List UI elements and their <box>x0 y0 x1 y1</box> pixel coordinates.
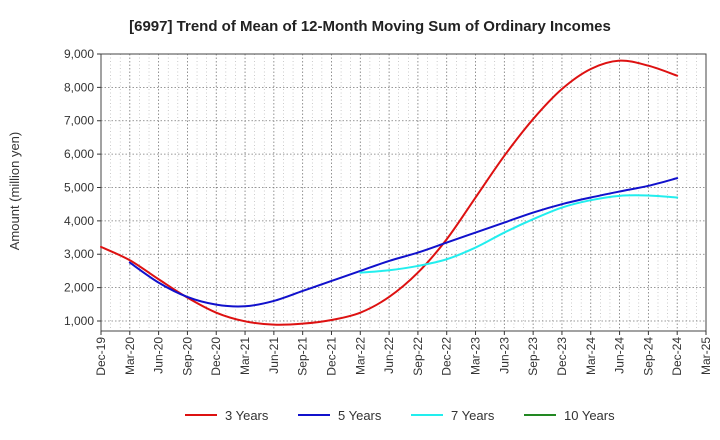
legend-label: 7 Years <box>451 408 495 423</box>
x-tick-label: Jun-21 <box>267 337 281 374</box>
x-tick-label: Sep-23 <box>526 337 540 376</box>
x-tick-label: Sep-24 <box>641 337 655 376</box>
y-axis-label: Amount (million yen) <box>7 132 22 251</box>
y-tick-label: 7,000 <box>64 114 94 128</box>
y-tick-label: 5,000 <box>64 180 94 194</box>
y-tick-label: 1,000 <box>64 314 94 328</box>
x-tick-label: Sep-21 <box>296 337 310 376</box>
series-line-5-years <box>128 177 679 308</box>
y-tick-label: 2,000 <box>64 281 94 295</box>
x-tick-label: Dec-20 <box>209 337 223 376</box>
x-tick-label: Mar-22 <box>353 337 367 375</box>
x-tick-label: Dec-19 <box>94 337 108 376</box>
x-tick-label: Sep-22 <box>411 337 425 376</box>
legend-label: 10 Years <box>564 408 615 423</box>
x-tick-label: Sep-20 <box>180 337 194 376</box>
y-tick-label: 6,000 <box>64 147 94 161</box>
legend-label: 5 Years <box>338 408 382 423</box>
series-line-3-years <box>100 59 679 326</box>
x-tick-label: Dec-23 <box>555 337 569 376</box>
legend-item-3-years: 3 Years <box>185 408 269 423</box>
y-tick-label: 3,000 <box>64 247 94 261</box>
x-tick-label: Dec-21 <box>324 337 338 376</box>
x-tick-label: Jun-23 <box>497 337 511 374</box>
x-tick-label: Jun-20 <box>152 337 166 374</box>
x-tick-label: Mar-21 <box>238 337 252 375</box>
legend-label: 3 Years <box>225 408 269 423</box>
x-tick-label: Jun-22 <box>382 337 396 374</box>
y-tick-label: 8,000 <box>64 80 94 94</box>
x-tick-label: Dec-24 <box>670 337 684 376</box>
y-tick-label: 4,000 <box>64 214 94 228</box>
plot-border <box>100 53 707 332</box>
legend-item-5-years: 5 Years <box>298 408 382 423</box>
legend: 3 Years 5 Years 7 Years 10 Years <box>185 408 615 423</box>
x-tick-label: Mar-20 <box>123 337 137 375</box>
x-tick-label: Jun-24 <box>613 337 627 374</box>
legend-item-7-years: 7 Years <box>411 408 495 423</box>
x-tick-label: Mar-24 <box>584 337 598 375</box>
series-line-7-years <box>359 194 679 274</box>
x-tick-label: Mar-25 <box>699 337 713 375</box>
x-tick-label: Dec-22 <box>440 337 454 376</box>
chart-title: [6997] Trend of Mean of 12-Month Moving … <box>129 18 611 35</box>
plot-area: 1,000 2,000 3,000 4,000 5,000 6,000 7,000 8,000… <box>64 47 713 376</box>
y-tick-label: 9,000 <box>64 47 94 61</box>
x-tick-label: Mar-23 <box>469 337 483 375</box>
legend-item-10-years: 10 Years <box>524 408 615 423</box>
